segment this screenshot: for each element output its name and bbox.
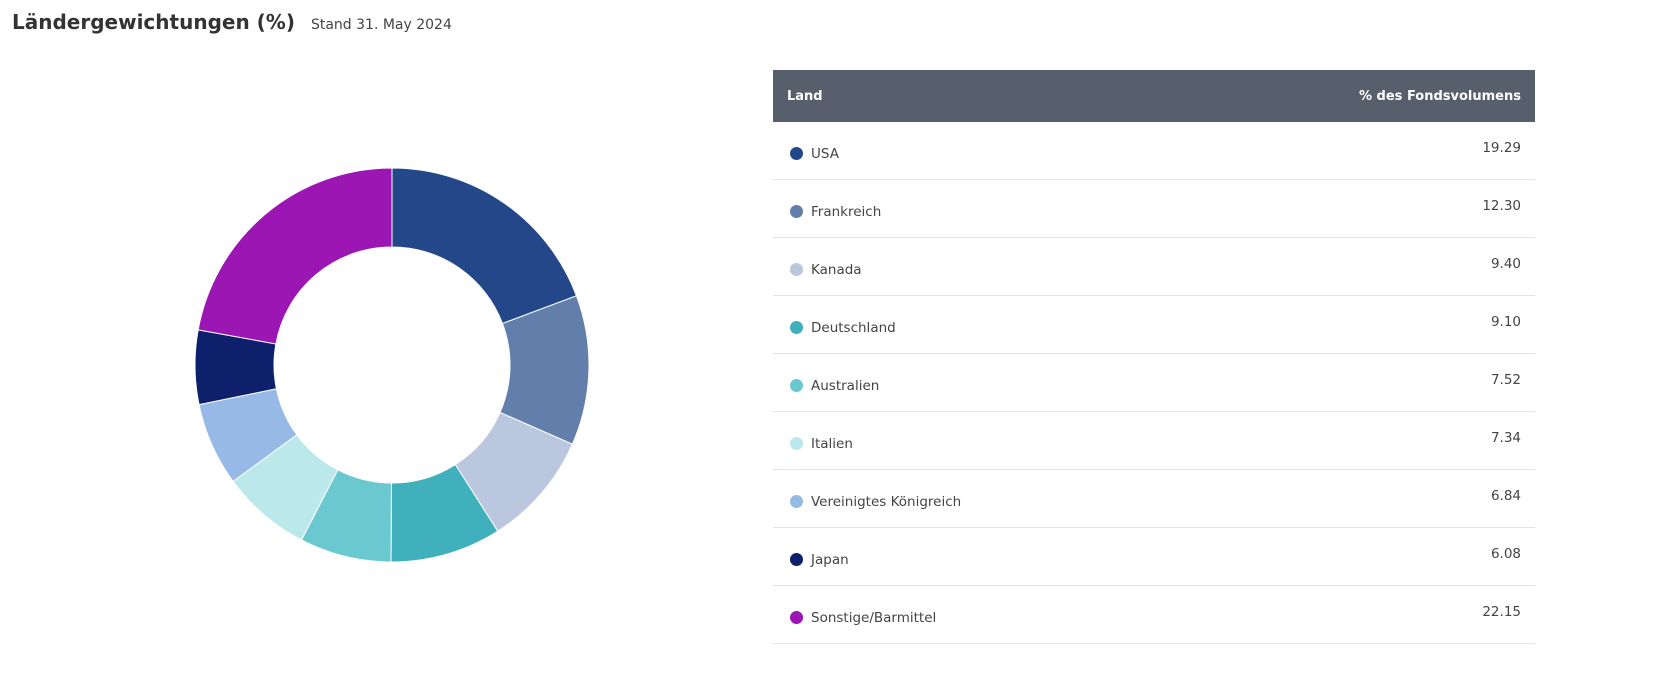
- country-cell: Vereinigtes Königreich: [790, 494, 961, 510]
- country-value: 7.34: [1490, 429, 1521, 446]
- legend-dot: [790, 263, 803, 276]
- legend-dot: [790, 611, 803, 624]
- table-row: Deutschland 9.10: [773, 296, 1535, 354]
- legend-dot: [790, 147, 803, 160]
- page-title: Ländergewichtungen (%): [12, 10, 295, 34]
- table-row: Sonstige/Barmittel 22.15: [773, 586, 1535, 644]
- column-header-land: Land: [787, 88, 823, 104]
- country-name: Sonstige/Barmittel: [811, 609, 937, 626]
- country-name: Australien: [811, 377, 880, 394]
- country-value: 7.52: [1490, 371, 1521, 388]
- table-header: Land % des Fondsvolumens: [773, 70, 1535, 122]
- donut-slice-sonstige-barmittel[interactable]: [197, 167, 393, 345]
- legend-dot: [790, 379, 803, 392]
- column-header-value: % des Fondsvolumens: [1359, 88, 1521, 104]
- as-of-date: Stand 31. May 2024: [310, 17, 452, 33]
- table-row: Italien 7.34: [773, 412, 1535, 470]
- country-cell: Sonstige/Barmittel: [790, 610, 936, 626]
- donut-slice-usa[interactable]: [391, 167, 578, 325]
- chart-header: Ländergewichtungen (%) Stand 31. May 202…: [12, 10, 452, 34]
- country-name: Italien: [811, 435, 853, 452]
- legend-dot: [790, 495, 803, 508]
- country-name: Frankreich: [811, 203, 882, 220]
- table-row: Frankreich 12.30: [773, 180, 1535, 238]
- country-name: Kanada: [811, 261, 862, 278]
- country-value: 9.10: [1490, 313, 1521, 330]
- country-name: USA: [811, 145, 839, 162]
- table-row: Australien 7.52: [773, 354, 1535, 412]
- legend-dot: [790, 321, 803, 334]
- country-value: 22.15: [1482, 603, 1521, 620]
- legend-dot: [790, 553, 803, 566]
- legend-dot: [790, 437, 803, 450]
- legend-dot: [790, 205, 803, 218]
- country-value: 12.30: [1482, 197, 1521, 214]
- country-value: 6.08: [1490, 545, 1521, 562]
- table-row: USA 19.29: [773, 122, 1535, 180]
- country-value: 9.40: [1490, 255, 1521, 272]
- country-cell: Australien: [790, 378, 879, 394]
- table-row: Japan 6.08: [773, 528, 1535, 586]
- country-cell: Kanada: [790, 262, 862, 278]
- country-cell: Deutschland: [790, 320, 896, 336]
- country-cell: Frankreich: [790, 204, 881, 220]
- country-name: Japan: [811, 551, 849, 568]
- country-value: 6.84: [1490, 487, 1521, 504]
- table-row: Kanada 9.40: [773, 238, 1535, 296]
- country-name: Deutschland: [811, 319, 896, 336]
- donut-chart: [194, 167, 590, 563]
- country-table: Land % des Fondsvolumens USA 19.29 Frankre…: [773, 70, 1535, 644]
- country-cell: Japan: [790, 552, 849, 568]
- country-cell: Italien: [790, 436, 853, 452]
- country-name: Vereinigtes Königreich: [811, 493, 962, 510]
- country-value: 19.29: [1482, 139, 1521, 156]
- table-row: Vereinigtes Königreich 6.84: [773, 470, 1535, 528]
- country-cell: USA: [790, 146, 839, 162]
